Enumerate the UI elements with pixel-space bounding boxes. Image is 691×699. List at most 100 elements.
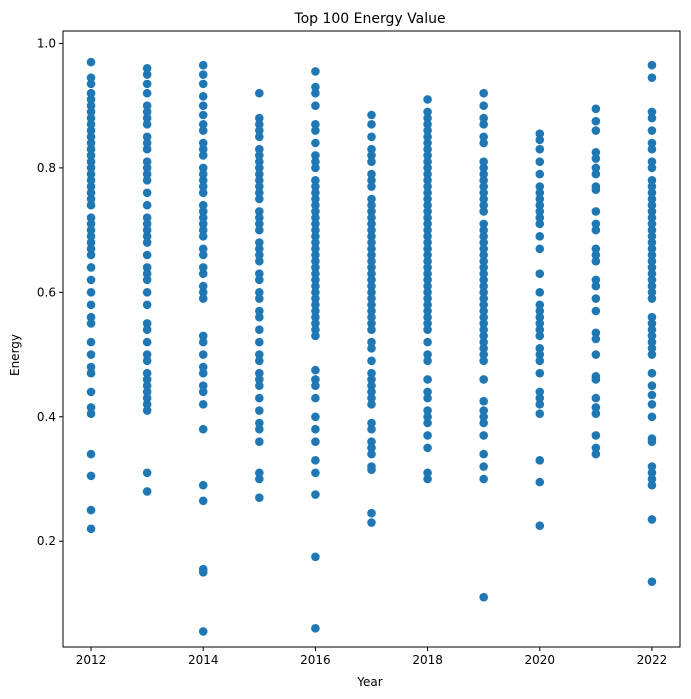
data-point xyxy=(591,225,601,235)
data-point xyxy=(311,213,320,222)
data-point xyxy=(311,275,320,285)
data-point xyxy=(423,387,432,397)
data-point xyxy=(367,200,376,210)
data-point xyxy=(647,288,657,297)
data-point xyxy=(255,468,264,478)
data-point xyxy=(311,151,320,160)
data-point xyxy=(86,73,96,82)
data-point xyxy=(198,101,208,110)
data-point xyxy=(535,300,545,310)
data-point xyxy=(367,437,376,446)
data-point xyxy=(367,176,376,185)
data-point xyxy=(255,132,264,142)
data-point xyxy=(198,188,208,198)
data-point xyxy=(479,244,488,254)
data-point xyxy=(647,263,657,272)
data-point xyxy=(423,418,432,428)
data-point xyxy=(86,524,96,534)
data-point xyxy=(647,294,657,303)
data-point xyxy=(479,319,488,328)
data-point xyxy=(367,132,376,142)
data-point xyxy=(86,350,96,359)
data-point xyxy=(535,169,545,179)
data-points xyxy=(86,57,657,636)
data-point xyxy=(647,319,657,328)
data-point xyxy=(86,213,96,222)
data-point xyxy=(367,263,376,272)
data-point xyxy=(535,244,545,254)
data-point xyxy=(311,468,320,478)
data-point xyxy=(647,400,657,409)
data-point xyxy=(198,331,208,341)
data-point xyxy=(311,281,320,291)
data-point xyxy=(647,368,657,378)
data-point xyxy=(142,350,152,359)
data-point xyxy=(591,185,601,194)
y-tick-label: 0.8 xyxy=(37,161,56,175)
data-point xyxy=(86,95,96,104)
data-point xyxy=(311,269,320,278)
data-point xyxy=(255,375,264,384)
data-point xyxy=(591,328,601,338)
data-point xyxy=(423,207,432,216)
data-point xyxy=(311,412,320,422)
data-point xyxy=(86,403,96,412)
y-tick-label: 0.2 xyxy=(37,534,56,548)
data-point xyxy=(255,325,264,334)
data-point xyxy=(255,306,264,316)
data-point xyxy=(535,200,545,210)
data-point xyxy=(86,57,96,67)
data-point xyxy=(367,182,376,191)
data-point xyxy=(142,225,152,235)
data-point xyxy=(311,263,320,272)
data-point xyxy=(367,294,376,303)
data-point xyxy=(647,325,657,334)
data-point xyxy=(423,151,432,160)
data-point xyxy=(423,406,432,415)
data-point xyxy=(367,244,376,254)
data-point xyxy=(647,219,657,229)
data-point xyxy=(142,79,152,89)
data-point xyxy=(591,375,601,384)
data-point xyxy=(423,300,432,310)
data-point xyxy=(367,194,376,204)
data-point xyxy=(423,350,432,359)
data-point xyxy=(479,182,488,191)
data-point xyxy=(311,219,320,229)
data-point xyxy=(479,101,488,110)
data-point xyxy=(311,552,320,562)
data-point xyxy=(535,182,545,191)
x-tick-label: 2022 xyxy=(637,653,668,667)
data-point xyxy=(535,387,545,397)
y-tick-label: 0.4 xyxy=(37,410,56,424)
data-point xyxy=(647,515,657,524)
data-point xyxy=(198,207,208,216)
data-point xyxy=(142,88,152,98)
data-point xyxy=(86,312,96,322)
data-point xyxy=(311,67,320,76)
data-point xyxy=(367,400,376,409)
data-point xyxy=(367,288,376,297)
data-point xyxy=(535,356,545,366)
data-point xyxy=(86,288,96,297)
data-point xyxy=(142,232,152,241)
data-point xyxy=(255,406,264,415)
data-point xyxy=(255,151,264,160)
data-point xyxy=(479,225,488,235)
data-point xyxy=(198,387,208,397)
data-point xyxy=(142,393,152,403)
data-point xyxy=(479,294,488,303)
data-point xyxy=(86,144,96,154)
data-point xyxy=(198,200,208,210)
data-point xyxy=(311,375,320,384)
data-point xyxy=(142,101,152,110)
data-point xyxy=(647,480,657,490)
data-point xyxy=(255,493,264,502)
data-point xyxy=(535,393,545,403)
data-point xyxy=(591,393,601,403)
data-point xyxy=(423,157,432,166)
data-point xyxy=(255,294,264,303)
data-point xyxy=(311,331,320,341)
data-point xyxy=(479,219,488,229)
data-point xyxy=(479,113,488,123)
